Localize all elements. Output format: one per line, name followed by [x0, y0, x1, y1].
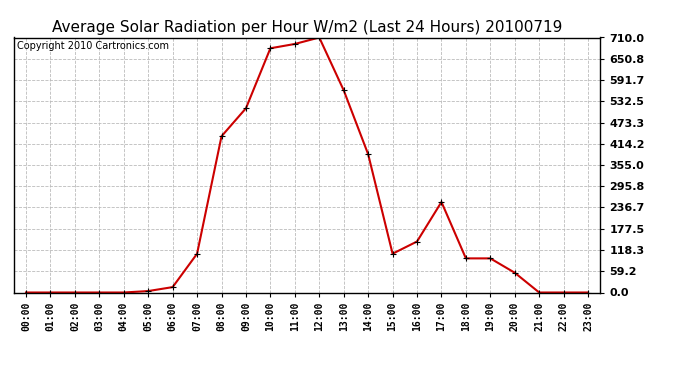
Title: Average Solar Radiation per Hour W/m2 (Last 24 Hours) 20100719: Average Solar Radiation per Hour W/m2 (L…: [52, 20, 562, 35]
Text: Copyright 2010 Cartronics.com: Copyright 2010 Cartronics.com: [17, 41, 169, 51]
